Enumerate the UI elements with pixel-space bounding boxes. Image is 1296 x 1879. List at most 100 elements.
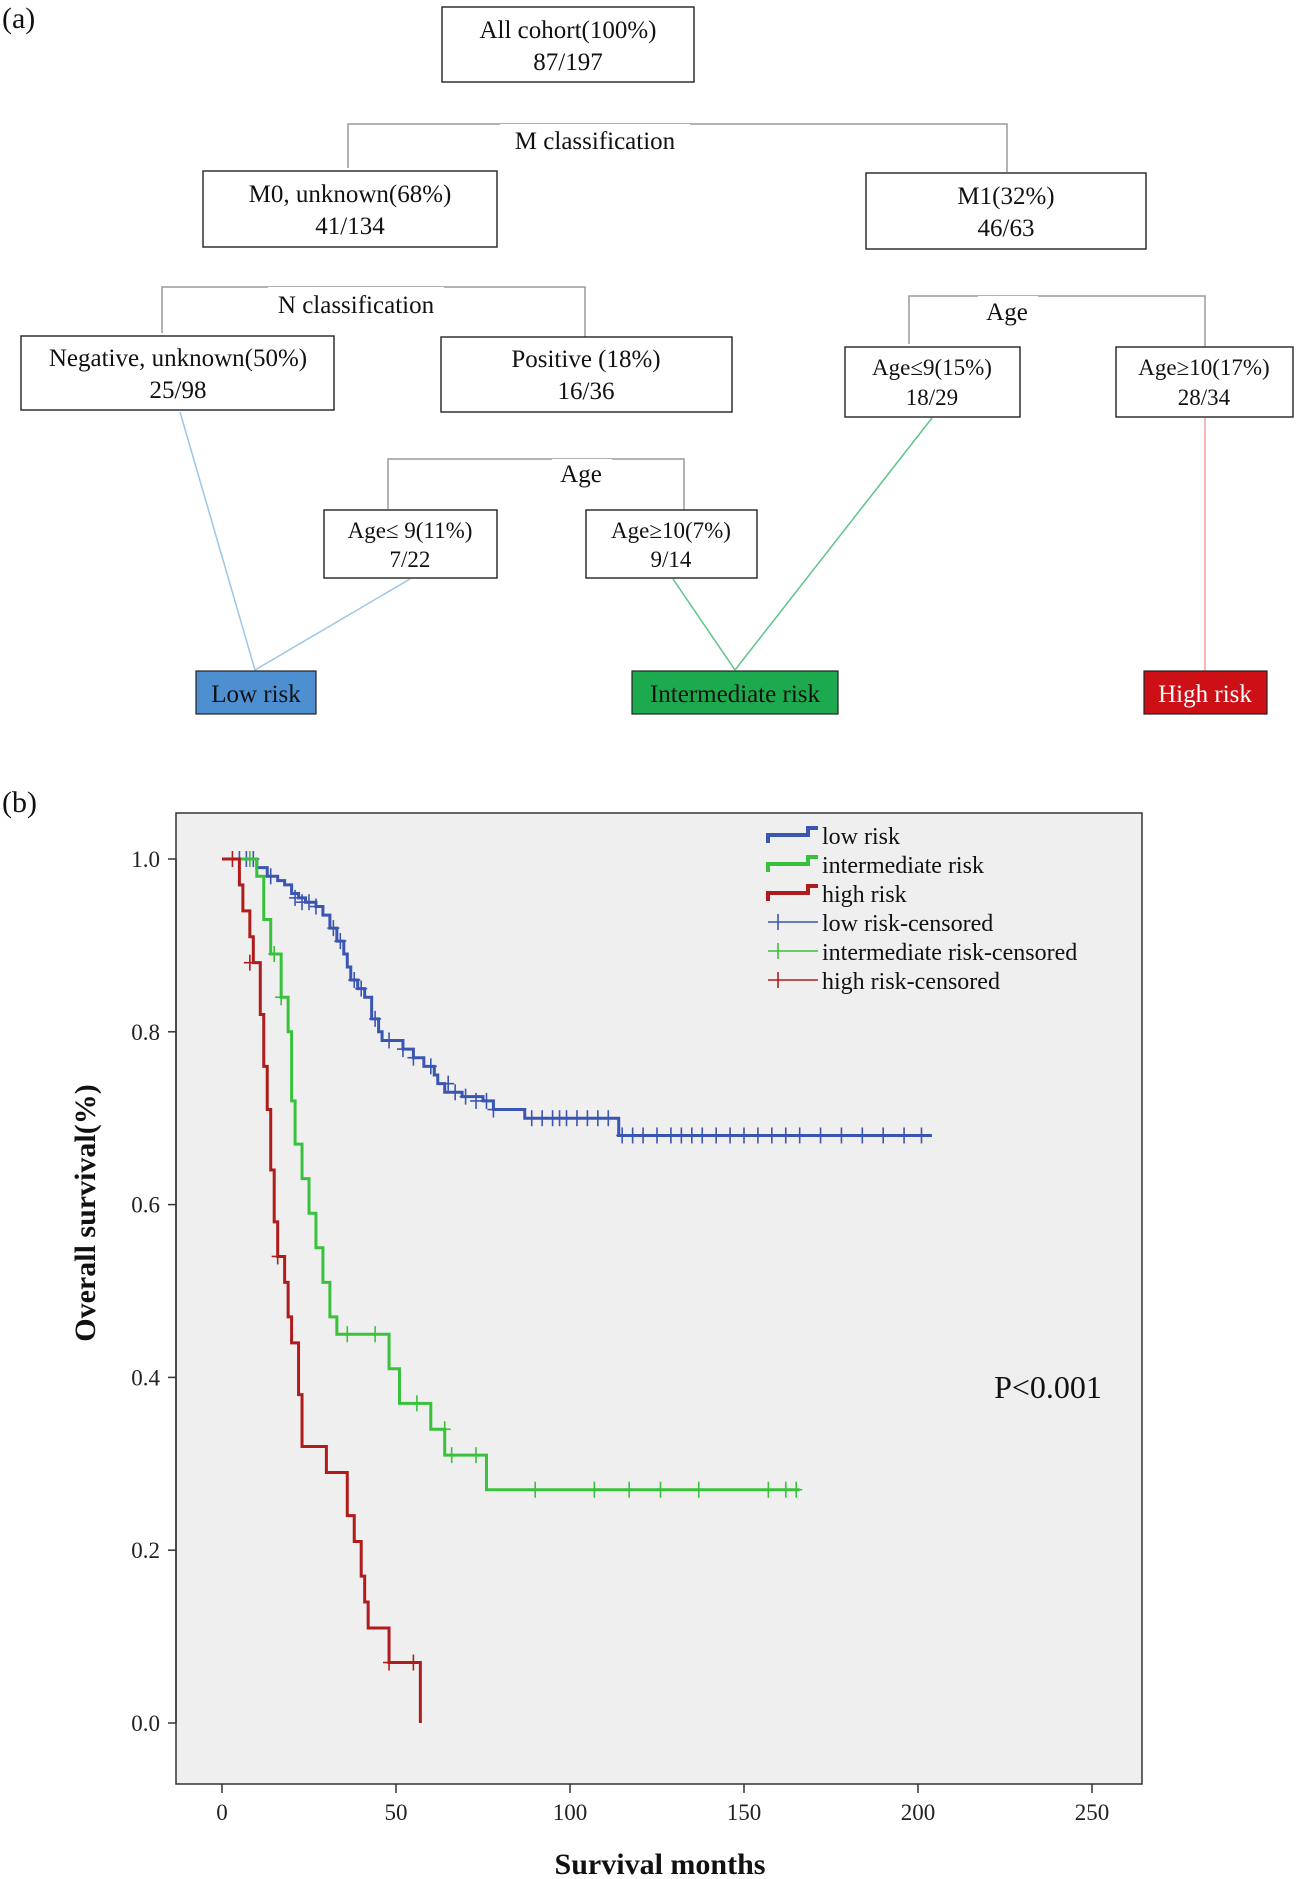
tree-node-m1-age-le9: Age≤9(15%) 18/29: [844, 346, 1021, 418]
censor-mark-intermediate-risk: [588, 1481, 601, 1498]
censor-mark-low-risk: [570, 1110, 583, 1127]
censor-mark-low-risk: [915, 1127, 928, 1144]
censor-mark-low-risk: [309, 898, 322, 915]
censor-mark-low-risk: [738, 1127, 750, 1144]
node-count: 41/134: [315, 213, 385, 240]
censor-mark-intermediate-risk: [623, 1481, 636, 1498]
censor-mark-intermediate-risk: [762, 1481, 775, 1498]
tree-node-positive-age-ge10: Age≥10(7%) 9/14: [585, 509, 758, 579]
censor-mark-low-risk: [560, 1110, 573, 1127]
risk-box-high: High risk: [1143, 670, 1268, 715]
x-tick-label: 100: [553, 1800, 588, 1825]
censor-mark-high-risk: [243, 954, 256, 971]
censor-mark-intermediate-risk: [692, 1481, 705, 1498]
survival-curves: [222, 851, 932, 1723]
risk-box-intermediate: Intermediate risk: [631, 670, 839, 715]
censor-mark-low-risk: [765, 1127, 778, 1144]
node-title: Age≥10(17%): [1138, 355, 1269, 380]
censor-mark-intermediate-risk: [445, 1447, 458, 1464]
censor-mark-low-risk: [602, 1110, 615, 1127]
node-count: 28/34: [1178, 385, 1231, 410]
censor-mark-intermediate-risk: [369, 1326, 382, 1343]
censor-mark-low-risk: [396, 1041, 409, 1058]
node-count: 25/98: [150, 377, 207, 404]
plot-area: [175, 812, 1143, 1785]
legend-label: low risk: [822, 824, 900, 850]
censor-mark-low-risk: [525, 1110, 538, 1127]
split-label-age-m1: Age: [986, 299, 1028, 326]
censor-mark-intermediate-risk: [529, 1481, 542, 1498]
node-title: Age≤9(15%): [872, 355, 992, 380]
censor-mark-low-risk: [724, 1127, 737, 1144]
legend-label: low risk-censored: [822, 911, 993, 937]
censor-mark-low-risk: [626, 1127, 639, 1144]
y-tick-label: 0.2: [131, 1538, 160, 1563]
censor-mark-low-risk: [303, 894, 315, 911]
node-count: 7/22: [390, 547, 431, 572]
censor-mark-low-risk: [877, 1127, 890, 1144]
risk-label-low: Low risk: [211, 681, 301, 708]
node-count: 46/63: [978, 215, 1035, 242]
x-axis: 0 50 100 150 200 250: [216, 1784, 1109, 1825]
censor-mark-low-risk: [581, 1110, 594, 1127]
censor-mark-low-risk: [334, 933, 347, 950]
tree-node-positive: Positive (18%) 16/36: [440, 336, 733, 413]
censor-mark-low-risk: [591, 1110, 604, 1127]
split-label-n-classification: N classification: [278, 292, 435, 319]
legend-label: intermediate risk-censored: [822, 940, 1077, 966]
tree-node-all-cohort: All cohort(100%) 87/197: [441, 6, 695, 83]
legend-item: low risk-censored: [768, 911, 993, 937]
x-tick-label: 150: [727, 1800, 762, 1825]
node-count: 9/14: [651, 547, 692, 572]
legend-label: high risk: [822, 882, 907, 908]
node-title: Negative, unknown(50%): [49, 345, 307, 372]
censor-mark-high-risk: [271, 1248, 284, 1265]
legend-label: intermediate risk: [822, 853, 984, 879]
tree-node-m0: M0, unknown(68%) 41/134: [202, 170, 498, 248]
censor-mark-low-risk: [536, 1110, 549, 1127]
split-label-m-classification: M classification: [515, 128, 676, 155]
panel-b-label: (b): [2, 786, 37, 819]
censor-mark-low-risk: [685, 1127, 698, 1144]
censor-mark-low-risk: [442, 1075, 455, 1092]
node-title: Positive (18%): [511, 346, 660, 373]
censor-mark-low-risk: [459, 1088, 472, 1105]
legend-item: high risk: [766, 882, 907, 908]
censor-mark-low-risk: [675, 1127, 688, 1144]
tree-node-positive-age-le9: Age≤ 9(11%) 7/22: [323, 509, 498, 579]
censor-mark-intermediate-risk: [470, 1447, 483, 1464]
censor-mark-low-risk: [383, 1032, 396, 1049]
censor-mark-low-risk: [424, 1058, 437, 1075]
x-tick-label: 0: [216, 1800, 228, 1825]
censor-mark-low-risk: [369, 1010, 382, 1027]
censor-mark-low-risk: [898, 1127, 911, 1144]
legend-item: high risk-censored: [768, 969, 1000, 995]
censor-mark-low-risk: [348, 971, 361, 988]
legend-label: high risk-censored: [822, 969, 1000, 995]
censor-mark-intermediate-risk: [654, 1481, 667, 1498]
node-title: All cohort(100%): [479, 17, 656, 44]
tree-node-m1-age-ge10: Age≥10(17%) 28/34: [1115, 346, 1294, 418]
legend-item: intermediate risk: [766, 853, 984, 879]
legend-line-swatch: [766, 884, 818, 901]
censor-mark-intermediate-risk: [438, 1421, 451, 1438]
node-title: M0, unknown(68%): [249, 181, 452, 208]
y-tick-label: 0.8: [131, 1020, 160, 1045]
legend-item: intermediate risk-censored: [768, 940, 1077, 966]
y-axis-title: Overall survival(%): [69, 1084, 102, 1341]
censor-mark-low-risk: [696, 1127, 709, 1144]
x-tick-label: 50: [385, 1800, 408, 1825]
censor-mark-intermediate-risk: [779, 1481, 792, 1498]
risk-label-intermediate: Intermediate risk: [650, 681, 821, 708]
y-tick-label: 0.0: [131, 1711, 160, 1736]
censor-mark-low-risk: [793, 1127, 806, 1144]
censor-mark-intermediate-risk: [268, 946, 281, 963]
censor-mark-low-risk: [651, 1127, 663, 1144]
censor-mark-low-risk: [264, 868, 277, 885]
censor-mark-low-risk: [355, 980, 368, 997]
censor-mark-low-risk: [487, 1101, 500, 1118]
node-count: 18/29: [906, 385, 958, 410]
censor-mark-low-risk: [835, 1127, 848, 1144]
x-tick-label: 250: [1075, 1800, 1110, 1825]
censor-mark-intermediate-risk: [790, 1481, 803, 1498]
